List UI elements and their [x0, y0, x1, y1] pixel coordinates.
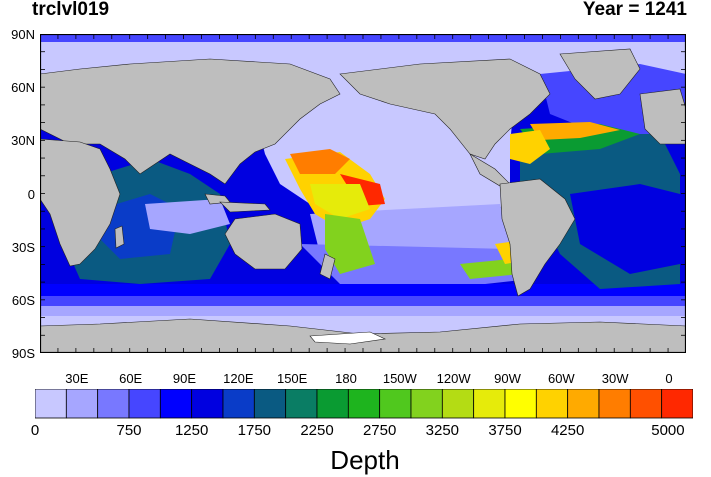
lon-label: 0 [665, 371, 673, 386]
colorbar-box [410, 389, 443, 419]
title-year: Year = 1241 [582, 0, 687, 20]
lat-label: 30N [11, 133, 35, 149]
colorbar-box [567, 389, 600, 419]
lon-label: 30E [65, 371, 89, 386]
lon-label: 90E [172, 371, 197, 386]
colorbar-box [35, 389, 67, 419]
lon-label: 120W [436, 371, 471, 386]
colorbar-box [598, 389, 631, 419]
colorbar-box [97, 389, 130, 419]
colorbar-box [441, 389, 475, 419]
colorbar-box [65, 389, 99, 419]
colorbar [35, 389, 693, 419]
africa-landmass [40, 138, 121, 267]
colorbar-box [629, 389, 663, 419]
lon-label: 30W [601, 371, 629, 386]
lon-label: 60E [119, 371, 143, 386]
colorbar-label: 3250 [425, 422, 460, 439]
lon-label: 150W [382, 371, 417, 386]
colorbar-box [535, 389, 569, 419]
colorbar-label: 2250 [300, 422, 334, 439]
colorbar-label: 750 [116, 422, 142, 439]
lon-label: 180 [335, 371, 357, 386]
colorbar-label: 1250 [174, 422, 209, 439]
colorbar-label: 2750 [362, 422, 397, 439]
map-plot [40, 34, 686, 353]
lat-label: 0 [27, 186, 35, 202]
lat-label: 60S [11, 292, 35, 308]
colorbar-label: 1750 [237, 422, 272, 439]
lat-label: 90S [11, 346, 35, 361]
colorbar-box [379, 389, 412, 419]
colorbar-label: 4250 [550, 422, 585, 439]
greenland-landmass [559, 48, 641, 100]
lat-label: 30S [11, 239, 35, 255]
colorbar-box [316, 389, 349, 419]
colorbar-box [222, 389, 255, 419]
lat-label: 60N [11, 80, 35, 96]
colorbar-box [661, 389, 693, 419]
colorbar-box [191, 389, 224, 419]
title-variable: trclvl019 [32, 0, 110, 20]
continents [40, 48, 686, 353]
lon-label: 90W [494, 371, 521, 386]
colorbar-box [347, 389, 381, 419]
colorbar-label: 3750 [488, 422, 522, 439]
colorbar-box [504, 389, 537, 419]
colorbar-box [285, 389, 318, 419]
colorbar-box [473, 389, 506, 419]
australia-landmass [224, 213, 303, 270]
colorbar-title: Depth [330, 445, 400, 475]
colorbar-box [159, 389, 193, 419]
lon-label: 120E [223, 371, 254, 386]
colorbar-label: 5000 [651, 422, 685, 439]
lon-label: 60W [547, 371, 575, 386]
ice-shelf [309, 331, 387, 345]
lon-label: 150E [276, 371, 308, 386]
colorbar-box [253, 389, 287, 419]
colorbar-box [128, 389, 161, 419]
eurasia-landmass [40, 58, 341, 185]
colorbar-label: 0 [30, 422, 40, 439]
lat-label: 90N [11, 27, 35, 42]
north-america-landmass [339, 58, 551, 160]
south-america-landmass [499, 178, 576, 297]
map-ticks [40, 34, 686, 353]
